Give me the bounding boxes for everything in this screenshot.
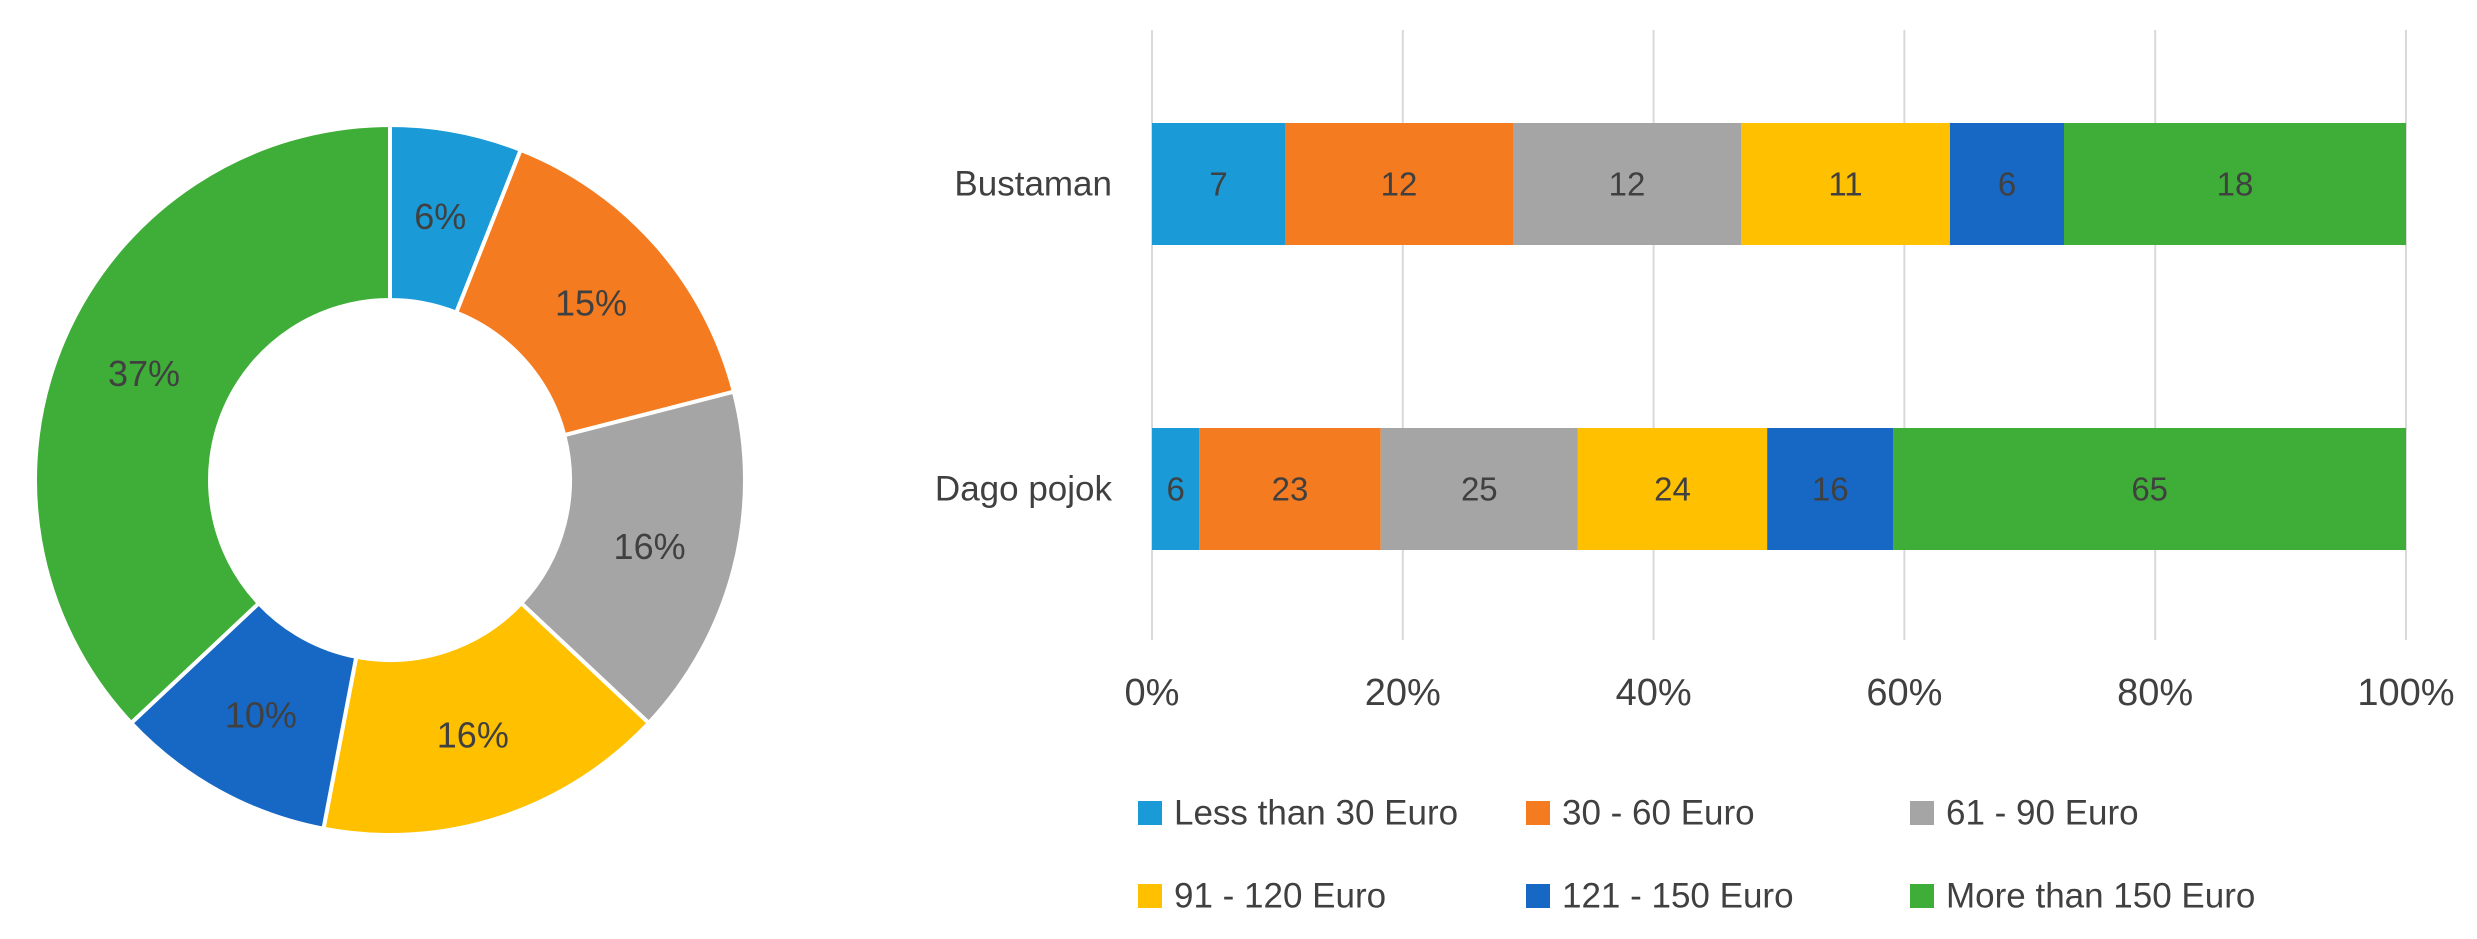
bar-segment-30-60 — [1199, 428, 1381, 550]
x-tick-label: 40% — [1616, 672, 1692, 714]
legend-swatch — [1138, 801, 1162, 825]
bar-segment-less-than-30 — [1152, 428, 1200, 550]
bar-value-label: 24 — [1654, 471, 1691, 508]
legend-label: More than 150 Euro — [1946, 877, 2255, 916]
donut-slice-label: 15% — [555, 282, 627, 323]
bar-value-label: 6 — [1166, 471, 1184, 508]
legend-label: 91 - 120 Euro — [1174, 877, 1386, 916]
donut-slice-61-90 — [518, 389, 747, 726]
donut-slice-more-than-150 — [33, 122, 392, 726]
bar-segment-121-150 — [1767, 428, 1894, 550]
bar-value-label: 23 — [1272, 471, 1309, 508]
donut-slice-label: 37% — [108, 353, 180, 394]
legend-swatch — [1910, 884, 1934, 908]
legend-label: 61 - 90 Euro — [1946, 794, 2139, 833]
legend-swatch — [1526, 801, 1550, 825]
x-tick-label: 60% — [1866, 672, 1942, 714]
bar-segment-61-90 — [1380, 428, 1578, 550]
legend: Less than 30 Euro 30 - 60 Euro 61 - 90 Eur… — [1138, 794, 2255, 916]
x-tick-label: 80% — [2117, 672, 2193, 714]
bar-value-label: 18 — [2217, 166, 2254, 203]
stacked-bar-chart: 7 12 12 11 6 18 6 23 25 24 16 65 Bustaman Dago pojok… — [935, 30, 2455, 916]
bar-segment-121-150 — [1950, 123, 2064, 245]
bar-segment-less-than-30 — [1152, 123, 1285, 245]
donut-slice-30-60 — [453, 147, 737, 438]
legend-swatch — [1526, 884, 1550, 908]
bar-value-label: 12 — [1381, 166, 1418, 203]
bar-segment-91-120 — [1741, 123, 1950, 245]
donut-slice-label: 16% — [614, 526, 686, 567]
donut-chart: 6% 15% 16% 16% 10% 37% — [33, 122, 747, 837]
bar-segment-30-60 — [1285, 123, 1513, 245]
bar-segment-91-120 — [1577, 428, 1768, 550]
x-tick-label: 20% — [1365, 672, 1441, 714]
x-tick-label: 0% — [1125, 672, 1180, 714]
legend-label: Less than 30 Euro — [1174, 794, 1458, 833]
x-axis-tick-labels: 0% 20% 40% 60% 80% 100% — [1125, 672, 2455, 714]
legend-swatch — [1138, 884, 1162, 908]
category-label: Bustaman — [954, 165, 1112, 204]
legend-label: 30 - 60 Euro — [1562, 794, 1755, 833]
bar-value-label: 11 — [1828, 166, 1862, 203]
legend-swatch — [1910, 801, 1934, 825]
bar-value-label: 25 — [1461, 471, 1498, 508]
x-tick-label: 100% — [2357, 672, 2454, 714]
category-labels: Bustaman Dago pojok — [935, 165, 1113, 509]
donut-slice-label: 16% — [437, 714, 509, 755]
bar-value-label: 7 — [1209, 166, 1227, 203]
donut-slice-label: 10% — [225, 694, 297, 735]
bar-segment-more-than-150 — [2064, 123, 2406, 245]
bar-value-label: 16 — [1812, 471, 1849, 508]
bar-value-label: 12 — [1609, 166, 1646, 203]
legend-label: 121 - 150 Euro — [1562, 877, 1794, 916]
bar-segment-61-90 — [1513, 123, 1741, 245]
bar-value-label: 65 — [2131, 471, 2168, 508]
category-label: Dago pojok — [935, 470, 1113, 509]
bar-value-label: 6 — [1998, 166, 2016, 203]
bar-segments: 7 12 12 11 6 18 6 23 25 24 16 65 — [1152, 123, 2406, 550]
bar-segment-more-than-150 — [1893, 428, 2406, 550]
donut-slice-91-120 — [321, 600, 652, 837]
donut-slice-label: 6% — [414, 196, 466, 237]
